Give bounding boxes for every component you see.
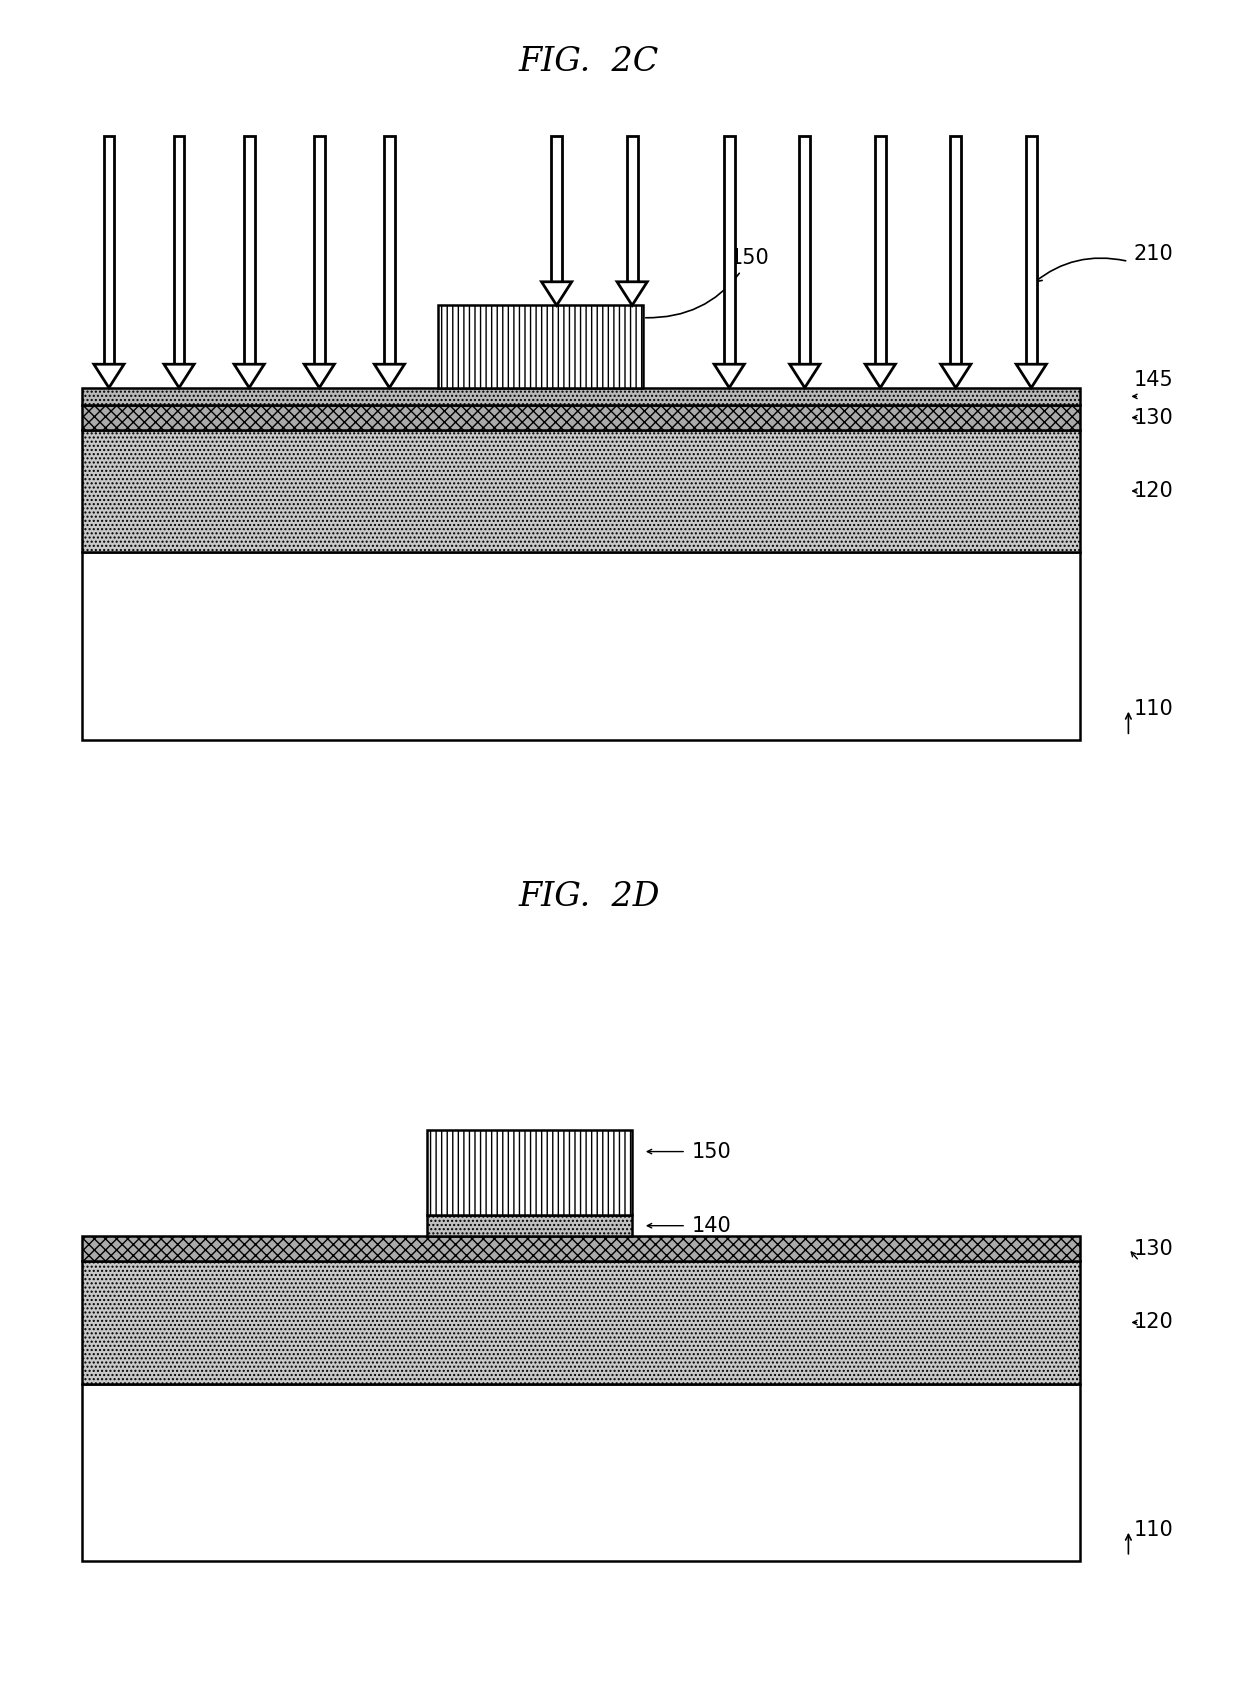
Polygon shape [542, 282, 572, 306]
Bar [1025, 135, 1037, 365]
Text: 150: 150 [646, 248, 769, 317]
Bar [104, 135, 114, 365]
Bar [950, 135, 961, 365]
Bar [552, 135, 562, 282]
Polygon shape [790, 365, 820, 388]
Bar [724, 135, 734, 365]
Bar [428, 1131, 632, 1215]
Text: 130: 130 [1133, 1239, 1173, 1259]
Text: 140: 140 [692, 1215, 732, 1236]
Polygon shape [304, 365, 335, 388]
Polygon shape [164, 365, 195, 388]
Bar [174, 135, 185, 365]
Text: 130: 130 [1133, 407, 1173, 427]
Bar [438, 306, 644, 388]
Polygon shape [618, 282, 647, 306]
Bar [82, 405, 1080, 430]
Bar [428, 1215, 632, 1236]
Bar [82, 1261, 1080, 1384]
Polygon shape [234, 365, 264, 388]
Polygon shape [1017, 365, 1047, 388]
Bar [800, 135, 810, 365]
Bar [82, 552, 1080, 739]
Text: 210: 210 [1133, 243, 1173, 263]
Text: FIG.  2C: FIG. 2C [518, 46, 660, 78]
Text: 110: 110 [1133, 699, 1173, 719]
Bar [244, 135, 254, 365]
Bar [875, 135, 885, 365]
Bar [626, 135, 637, 282]
Polygon shape [374, 365, 404, 388]
Text: 150: 150 [692, 1141, 732, 1161]
Bar [82, 388, 1080, 405]
Polygon shape [94, 365, 124, 388]
Text: 120: 120 [1133, 1313, 1173, 1332]
Polygon shape [866, 365, 895, 388]
Text: 145: 145 [1133, 370, 1173, 390]
Bar [384, 135, 394, 365]
Polygon shape [941, 365, 971, 388]
Polygon shape [714, 365, 744, 388]
Bar [82, 430, 1080, 552]
Text: FIG.  2D: FIG. 2D [518, 881, 660, 913]
Bar [314, 135, 325, 365]
Text: 110: 110 [1133, 1519, 1173, 1539]
Text: 120: 120 [1133, 481, 1173, 501]
Bar [82, 1236, 1080, 1261]
Bar [82, 1384, 1080, 1560]
